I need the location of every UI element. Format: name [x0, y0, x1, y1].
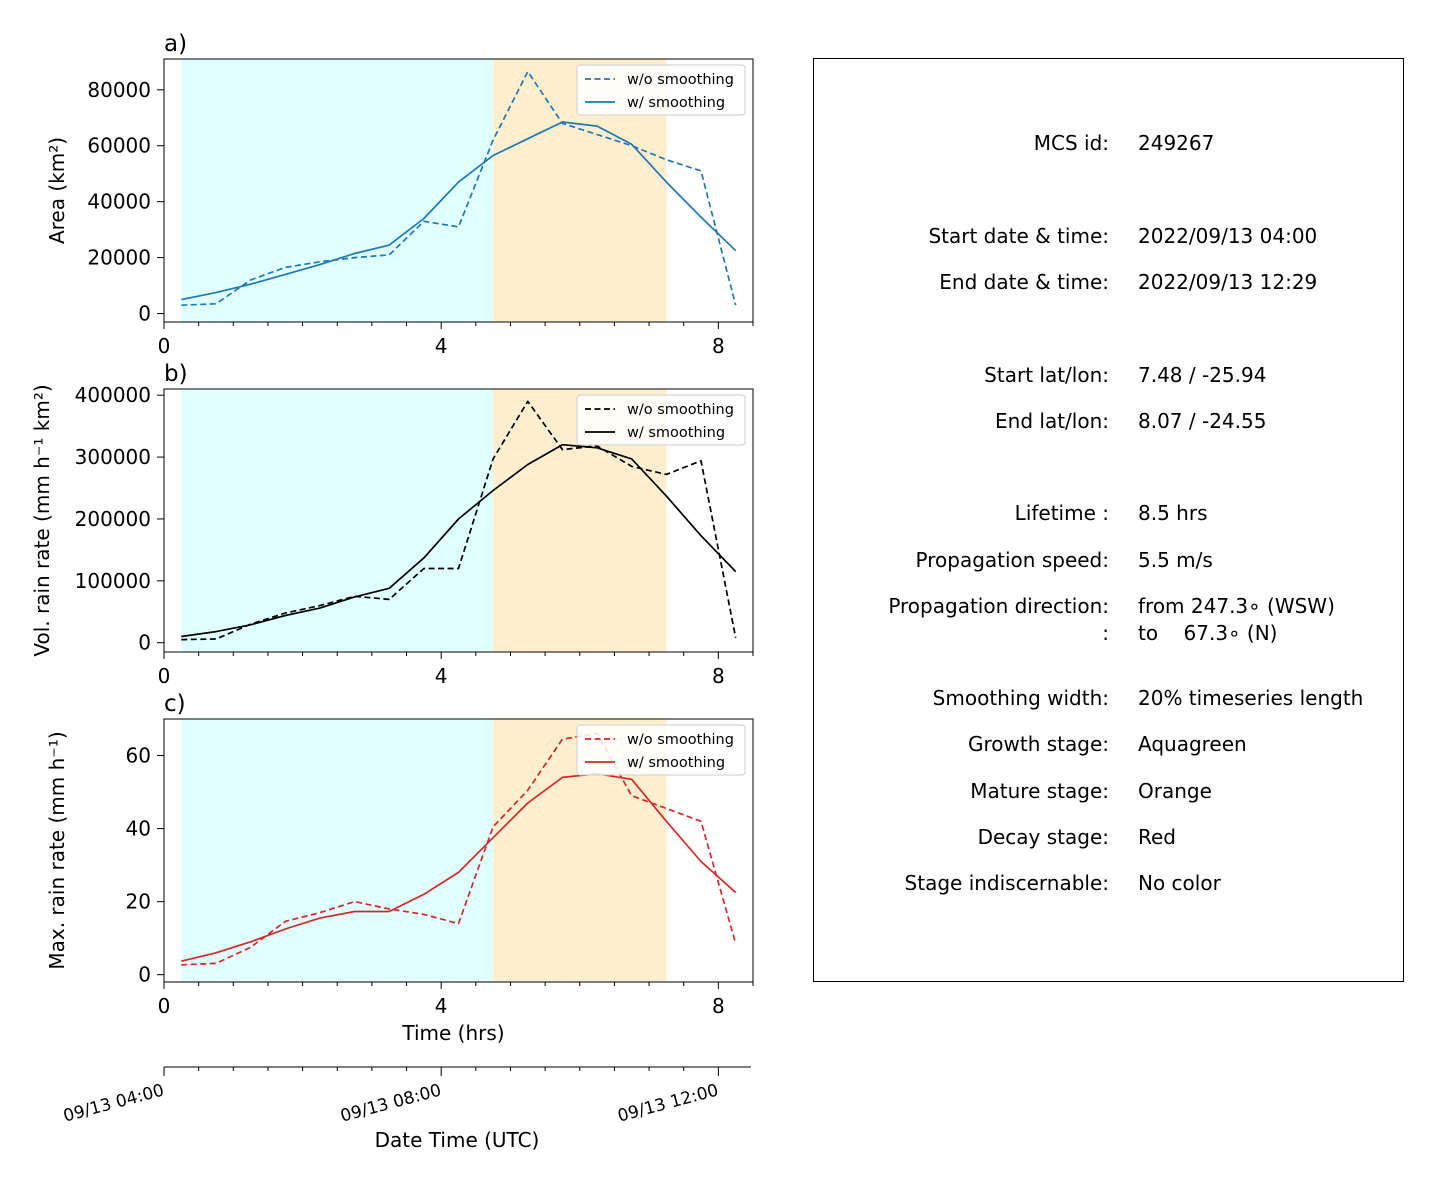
x-tick-label: 4 — [435, 664, 448, 688]
legend-label: w/o smoothing — [627, 732, 734, 748]
info-value: 249267 — [1138, 131, 1215, 155]
info-value: 2022/09/13 04:00 — [1138, 224, 1318, 248]
y-tick-label: 20 — [126, 890, 151, 914]
y-axis-label: Max. rain rate (mm h⁻¹) — [45, 731, 69, 969]
datetime-tick-label: 09/13 12:00 — [616, 1081, 721, 1127]
x-axis-label: Time (hrs) — [401, 1021, 504, 1045]
plot-frame — [163, 718, 754, 983]
info-label: End date & time: — [939, 270, 1109, 294]
y-tick-label: 300000 — [75, 445, 151, 469]
plot-frame — [163, 388, 754, 653]
y-tick-label: 100000 — [75, 569, 151, 593]
x-tick-label: 4 — [435, 334, 448, 358]
info-value: Orange — [1138, 779, 1212, 803]
info-label: Mature stage: — [970, 779, 1109, 803]
x-tick-label: 0 — [158, 334, 171, 358]
info-value: No color — [1138, 871, 1221, 895]
panel-label: a) — [164, 31, 187, 57]
y-tick-label: 0 — [138, 631, 151, 655]
growth-stage-band — [181, 59, 494, 322]
info-label: Stage indiscernable: — [904, 871, 1109, 895]
info-label: Start lat/lon: — [984, 363, 1109, 387]
info-value: 7.48 / -25.94 — [1138, 363, 1267, 387]
panel-a-area-chart: 0 4 8 0 20000 40000 60000 80000 a) Area (km²) w/o … — [45, 31, 754, 358]
info-label: Lifetime : — [1014, 501, 1109, 525]
panel-c-max-rain-chart: 0 4 8 0 20 40 60 c) Max. rain rate (mm h⁻¹) Time … — [45, 691, 754, 1045]
datetime-axis-label: Date Time (UTC) — [375, 1128, 540, 1152]
series-line-smoothed — [181, 772, 737, 963]
info-value: to 67.3∘ (N) — [1138, 621, 1278, 645]
y-tick-label: 40000 — [87, 190, 151, 214]
y-axis-label: Vol. rain rate (mm h⁻¹ km²) — [30, 384, 54, 656]
legend-box — [576, 724, 746, 776]
panel-b-volume-rain-chart: 0 4 8 0 100000 200000 300000 400000 b) Vol. rain … — [30, 361, 754, 688]
info-value: Red — [1138, 825, 1176, 849]
x-tick-label: 4 — [435, 994, 448, 1018]
series-line-unsmoothed — [181, 732, 737, 966]
panel-label: c) — [164, 691, 186, 717]
y-tick-label: 20000 — [87, 246, 151, 270]
series-line-smoothed — [181, 121, 737, 301]
info-value: 8.07 / -24.55 — [1138, 409, 1267, 433]
info-label: MCS id: — [1033, 131, 1109, 155]
legend-label: w/o smoothing — [627, 72, 734, 88]
info-label: Smoothing width: — [932, 686, 1109, 710]
legend-box — [576, 394, 746, 446]
x-tick-label: 8 — [712, 664, 725, 688]
info-label: End lat/lon: — [995, 409, 1109, 433]
info-value: Aquagreen — [1138, 732, 1247, 756]
x-tick-label: 8 — [712, 994, 725, 1018]
y-tick-label: 400000 — [75, 383, 151, 407]
x-tick-label: 8 — [712, 334, 725, 358]
growth-stage-band — [181, 389, 494, 652]
datetime-axis: 09/13 04:00 09/13 08:00 09/13 12:00 Date Ti… — [61, 1066, 751, 1152]
growth-stage-band — [181, 719, 494, 982]
info-label: Propagation speed: — [915, 548, 1109, 572]
legend-box — [576, 64, 746, 116]
y-tick-label: 40 — [126, 817, 151, 841]
datetime-tick-label: 09/13 04:00 — [61, 1081, 166, 1127]
series-line-unsmoothed — [181, 400, 737, 641]
info-value: 5.5 m/s — [1138, 548, 1213, 572]
info-value: 20% timeseries length — [1138, 686, 1364, 710]
info-label: : — [1102, 621, 1109, 645]
info-value: from 247.3∘ (WSW) — [1138, 594, 1335, 618]
y-tick-label: 0 — [138, 963, 151, 987]
x-tick-label: 0 — [158, 664, 171, 688]
info-label: Decay stage: — [977, 825, 1109, 849]
legend-label: w/ smoothing — [627, 755, 725, 771]
y-tick-label: 80000 — [87, 78, 151, 102]
y-tick-label: 200000 — [75, 507, 151, 531]
mcs-info-panel: MCS id: 249267 Start date & time: 2022/0… — [813, 58, 1404, 982]
info-value: 2022/09/13 12:29 — [1138, 270, 1318, 294]
info-label: Growth stage: — [967, 732, 1109, 756]
y-tick-label: 60 — [126, 744, 151, 768]
legend-label: w/ smoothing — [627, 425, 725, 441]
info-label: Propagation direction: — [888, 594, 1109, 618]
panel-label: b) — [164, 361, 188, 387]
y-tick-label: 0 — [138, 302, 151, 326]
x-tick-label: 0 — [158, 994, 171, 1018]
series-line-smoothed — [181, 443, 737, 638]
datetime-tick-label: 09/13 08:00 — [338, 1081, 443, 1127]
plot-frame — [163, 58, 754, 323]
legend-label: w/ smoothing — [627, 95, 725, 111]
info-label: Start date & time: — [928, 224, 1109, 248]
info-value: 8.5 hrs — [1138, 501, 1208, 525]
y-tick-label: 60000 — [87, 134, 151, 158]
series-line-unsmoothed — [181, 70, 737, 307]
y-axis-label: Area (km²) — [45, 137, 69, 244]
legend-label: w/o smoothing — [627, 402, 734, 418]
